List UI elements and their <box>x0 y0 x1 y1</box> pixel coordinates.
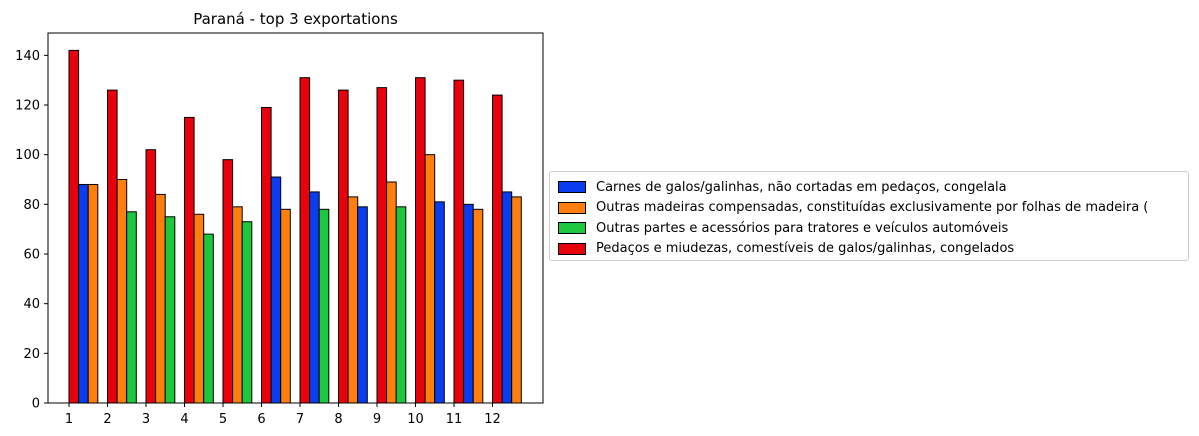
x-tick-label: 1 <box>65 412 73 427</box>
legend-label: Carnes de galos/galinhas, não cortadas e… <box>596 179 1007 195</box>
bar-month-10-0 <box>415 77 426 404</box>
legend-item: Pedaços e miudezas, comestíveis de galos… <box>558 239 1180 260</box>
bar-month-8-1 <box>347 196 359 404</box>
x-tick-label: 5 <box>219 412 227 427</box>
x-tick-label: 10 <box>407 412 424 427</box>
x-tick-label: 2 <box>103 412 111 427</box>
legend-item: Carnes de galos/galinhas, não cortadas e… <box>558 177 1180 198</box>
y-tick-label: 60 <box>23 248 40 263</box>
x-tick-label: 12 <box>484 412 501 427</box>
bar-month-12-2 <box>511 196 522 404</box>
bar-month-7-0 <box>299 77 311 404</box>
y-tick-label: 20 <box>23 347 40 362</box>
bar-month-1-0 <box>68 49 80 404</box>
legend: Carnes de galos/galinhas, não cortadas e… <box>549 171 1189 261</box>
legend-swatch <box>558 242 586 255</box>
x-tick-label: 6 <box>257 412 265 427</box>
bar-month-3-0 <box>145 149 157 404</box>
bar-month-6-0 <box>261 106 272 404</box>
y-tick-label: 100 <box>15 148 40 163</box>
bar-month-1-1 <box>78 183 89 404</box>
y-tick-label: 40 <box>23 297 40 312</box>
y-tick-label: 80 <box>23 198 40 213</box>
legend-swatch <box>558 201 586 214</box>
bar-month-8-0 <box>338 89 349 404</box>
bar-month-12-0 <box>492 94 503 404</box>
x-tick-label: 7 <box>296 412 304 427</box>
bar-month-9-1 <box>386 181 397 404</box>
bar-month-6-1 <box>270 176 282 404</box>
y-tick-label: 0 <box>32 397 40 412</box>
bar-month-12-1 <box>501 191 513 404</box>
x-axis: 1 2 3 4 5 6 7 8 9 10 11 12 <box>65 403 501 427</box>
x-tick-label: 3 <box>142 412 150 427</box>
bar-month-6-2 <box>280 208 291 404</box>
bar-month-2-0 <box>107 89 118 404</box>
bar-month-4-1 <box>193 213 205 404</box>
bar-month-11-0 <box>453 79 465 404</box>
legend-label: Outras partes e acessórios para tratores… <box>596 220 1009 236</box>
bar-month-2-1 <box>116 179 128 404</box>
bar-month-10-1 <box>424 154 436 404</box>
bar-month-10-2 <box>434 201 445 404</box>
legend-item: Outras partes e acessórios para tratores… <box>558 218 1180 239</box>
legend-item: Outras madeiras compensadas, constituída… <box>558 198 1180 219</box>
bar-month-8-2 <box>357 206 368 404</box>
bar-month-5-2 <box>241 221 253 404</box>
chart-title: Paraná - top 3 exportations <box>193 10 398 28</box>
bar-month-5-1 <box>232 206 243 404</box>
y-axis: 0 20 40 60 80 100 120 140 <box>15 49 48 412</box>
bar-month-2-2 <box>126 211 137 404</box>
legend-label: Pedaços e miudezas, comestíveis de galos… <box>596 241 1015 257</box>
bar-month-9-0 <box>376 87 388 404</box>
bar-month-11-2 <box>472 208 484 404</box>
plot-frame <box>47 32 544 404</box>
x-tick-label: 8 <box>334 412 342 427</box>
bar-month-5-0 <box>222 159 234 404</box>
y-tick-label: 140 <box>15 49 40 64</box>
bar-month-1-2 <box>87 183 99 404</box>
bar-month-9-2 <box>395 206 407 404</box>
legend-swatch <box>558 222 586 235</box>
bar-month-11-1 <box>463 203 474 404</box>
bars-group <box>68 49 522 404</box>
bar-month-7-1 <box>309 191 320 404</box>
bar-month-7-2 <box>318 208 330 404</box>
bar-month-3-1 <box>155 193 166 404</box>
x-tick-label: 4 <box>180 412 188 427</box>
y-tick-label: 120 <box>15 99 40 114</box>
legend-label: Outras madeiras compensadas, constituída… <box>596 200 1149 216</box>
bar-month-4-0 <box>184 116 195 404</box>
bar-month-4-2 <box>203 233 214 404</box>
bar-month-3-2 <box>164 216 176 404</box>
x-tick-label: 11 <box>446 412 463 427</box>
x-tick-label: 9 <box>373 412 381 427</box>
legend-swatch <box>558 181 586 194</box>
